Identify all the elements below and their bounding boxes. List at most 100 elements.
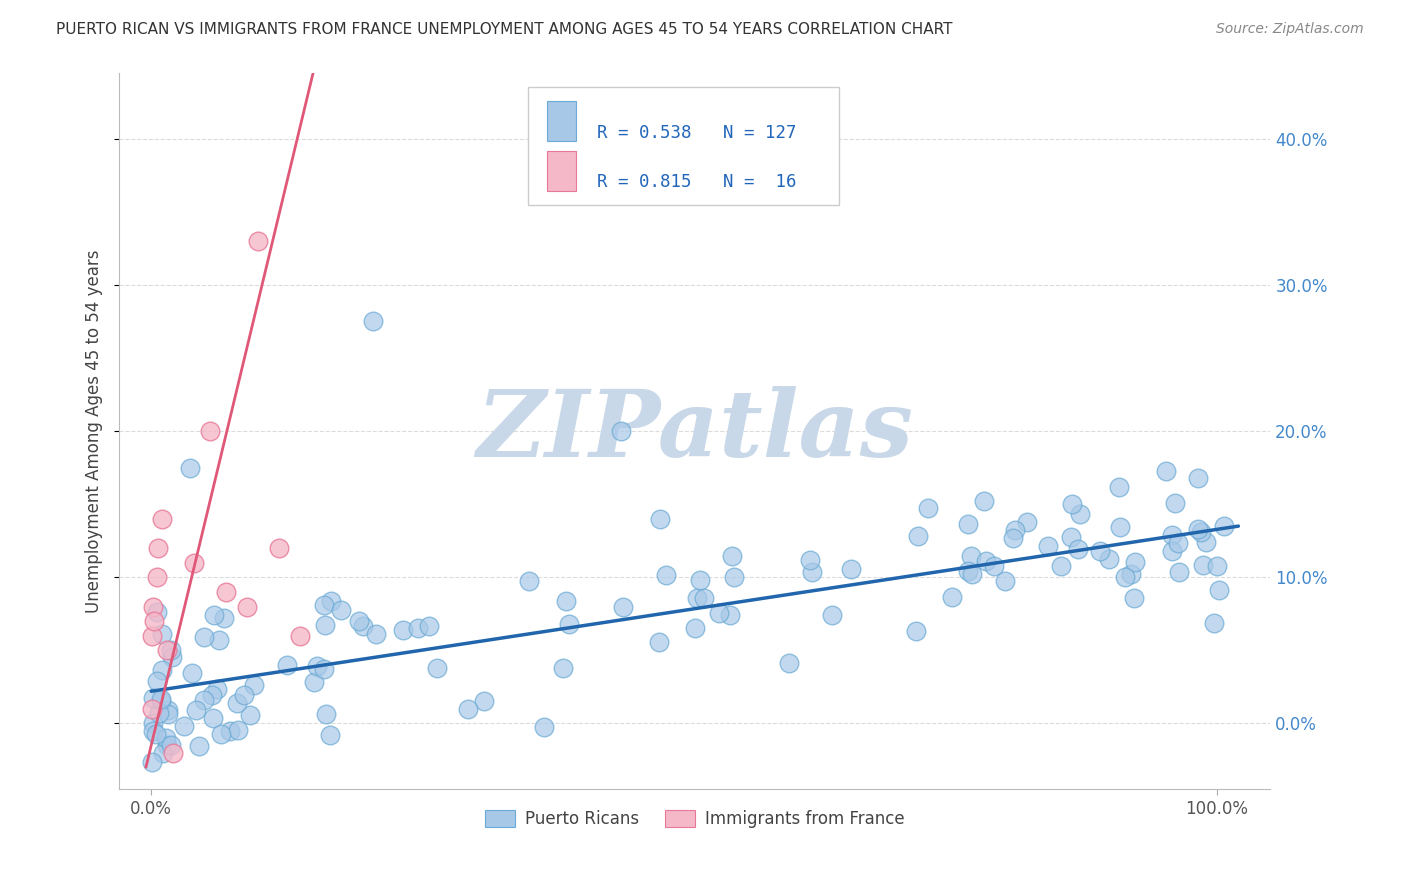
Point [655,568,678,582]
Point [1088,543,1111,558]
Point [956,517,979,532]
Point [160,643,183,657]
Point [321,593,343,607]
Point [1123,555,1146,569]
Point [145,727,167,741]
Legend: Puerto Ricans, Immigrants from France: Puerto Ricans, Immigrants from France [479,803,911,835]
Point [1114,570,1136,584]
Text: R = 0.815   N =  16: R = 0.815 N = 16 [598,173,796,192]
Point [242,678,264,692]
Point [212,610,235,624]
Point [799,553,821,567]
Point [1122,591,1144,606]
Point [683,621,706,635]
Point [553,660,575,674]
Text: R = 0.538   N = 127: R = 0.538 N = 127 [598,123,796,142]
Point [141,629,163,643]
Point [1161,543,1184,558]
Point [533,721,555,735]
Point [391,624,413,638]
Point [246,234,269,248]
Point [821,608,844,623]
Bar [547,152,576,191]
Point [558,616,581,631]
Point [1187,521,1209,535]
Point [1067,541,1090,556]
Point [555,593,578,607]
Point [312,598,335,612]
Point [276,658,298,673]
Point [907,529,929,543]
Point [236,599,259,614]
Point [304,675,326,690]
Point [159,739,181,753]
Point [1004,523,1026,537]
Point [904,624,927,638]
Point [957,564,980,578]
Point [205,682,228,697]
Point [960,566,983,581]
Point [693,591,716,605]
Point [225,697,247,711]
Point [426,661,449,675]
Point [146,541,169,555]
Point [184,703,207,717]
Point [1050,559,1073,574]
Point [1154,464,1177,478]
Point [1208,583,1230,598]
Point [1069,507,1091,521]
Point [689,574,711,588]
Point [1167,565,1189,579]
Point [319,728,342,742]
Point [215,585,238,599]
Point [146,674,169,689]
Point [142,724,165,739]
Point [202,711,225,725]
Point [1060,530,1083,544]
Point [709,606,731,620]
Point [143,614,166,628]
Point [457,702,479,716]
Bar [547,102,576,141]
Point [314,617,336,632]
Point [778,656,800,670]
Point [839,562,862,576]
Point [233,688,256,702]
Point [519,574,541,588]
Point [612,599,634,614]
Point [149,691,172,706]
Point [141,755,163,769]
Point [290,629,312,643]
Point [1098,552,1121,566]
Point [960,549,983,563]
Point [218,723,240,738]
Point [315,707,337,722]
Point [361,314,384,328]
Text: PUERTO RICAN VS IMMIGRANTS FROM FRANCE UNEMPLOYMENT AMONG AGES 45 TO 54 YEARS CO: PUERTO RICAN VS IMMIGRANTS FROM FRANCE U… [56,22,953,37]
Point [181,665,204,680]
Point [1189,525,1212,540]
Text: Source: ZipAtlas.com: Source: ZipAtlas.com [1216,22,1364,37]
Point [1191,558,1213,572]
Point [1202,615,1225,630]
Point [1163,496,1185,510]
Point [349,614,371,628]
Text: ZIPatlas: ZIPatlas [477,386,914,476]
Point [1036,539,1059,553]
Point [239,707,262,722]
Point [156,643,179,657]
Point [1213,519,1236,533]
Point [1167,536,1189,550]
Point [418,619,440,633]
Point [149,694,172,708]
Point [994,574,1017,588]
Y-axis label: Unemployment Among Ages 45 to 54 years: Unemployment Among Ages 45 to 54 years [86,250,103,613]
Point [366,626,388,640]
Point [974,554,997,568]
Point [142,715,165,730]
Point [406,621,429,635]
Point [188,739,211,753]
Point [610,424,633,438]
Point [202,607,225,622]
Point [723,569,745,583]
